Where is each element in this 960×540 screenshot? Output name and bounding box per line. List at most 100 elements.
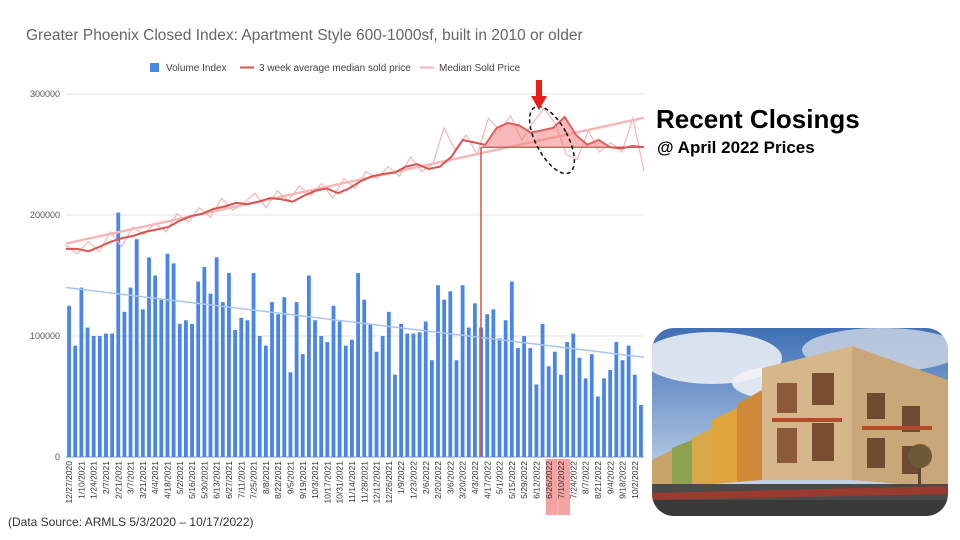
volume-bar	[368, 323, 373, 457]
volume-bar	[423, 321, 428, 457]
volume-bar	[116, 212, 121, 457]
volume-bar	[374, 351, 379, 457]
x-tick-label: 7/10/2022	[556, 461, 566, 499]
volume-bar	[245, 320, 250, 457]
volume-bar	[356, 273, 360, 457]
volume-bar	[565, 342, 570, 457]
x-tick-label: 1/23/2022	[408, 461, 418, 499]
volume-bar	[466, 327, 471, 457]
y-tick-label: 0	[55, 452, 60, 462]
volume-bar	[91, 336, 96, 457]
volume-bar	[67, 305, 71, 457]
volume-bar	[497, 338, 502, 457]
volume-bar	[552, 351, 557, 457]
down-arrow-icon	[531, 96, 547, 110]
volume-bar	[134, 239, 139, 457]
volume-bar	[534, 384, 539, 457]
volume-bar	[233, 329, 238, 457]
x-tick-label: 1/10/2021	[76, 461, 86, 499]
volume-bar	[140, 309, 145, 457]
volume-bar	[153, 275, 158, 457]
x-tick-label: 10/17/2021	[322, 461, 332, 504]
annotation-overlay	[480, 80, 644, 457]
volume-bar	[257, 336, 262, 457]
x-tick-label: 8/22/2021	[273, 461, 283, 499]
volume-bar	[214, 257, 219, 457]
volume-bar	[393, 374, 397, 457]
volume-bar	[417, 332, 422, 457]
volume-bar	[411, 333, 416, 457]
x-tick-label: 2/6/2022	[421, 461, 431, 494]
x-tick-label: 9/4/2022	[605, 461, 615, 494]
x-tick-label: 4/18/2021	[163, 461, 173, 499]
volume-bar	[559, 374, 563, 457]
volume-bar	[503, 320, 508, 457]
x-tick-label: 4/3/2022	[470, 461, 480, 494]
x-tick-label: 8/8/2021	[261, 461, 271, 494]
x-tick-label: 1/9/2022	[396, 461, 406, 494]
volume-bar	[85, 327, 90, 457]
volume-bar	[300, 354, 305, 457]
volume-trendline	[65, 286, 645, 358]
volume-bar	[263, 345, 268, 457]
volume-bar	[282, 297, 287, 457]
volume-bar	[288, 372, 293, 457]
volume-bar	[405, 333, 410, 457]
volume-bar	[491, 309, 496, 457]
volume-bar	[220, 302, 225, 457]
volume-bar	[122, 311, 127, 457]
x-tick-label: 2/21/2021	[113, 461, 123, 499]
x-tick-label: 3/21/2021	[138, 461, 148, 499]
volume-bar	[626, 345, 631, 457]
x-axis: 12/27/2020 1/10/2021 1/24/2021 2/7/2021 2/21…	[64, 459, 640, 515]
x-tick-label: 7/25/2021	[249, 461, 259, 499]
volume-bar	[190, 323, 194, 457]
legend-label-avg-price: 3 week average median sold price	[259, 63, 411, 74]
volume-bar	[325, 342, 330, 457]
headline: Recent Closings	[656, 104, 860, 134]
volume-bar	[399, 323, 404, 457]
volume-bar	[528, 348, 533, 457]
x-tick-label: 4/17/2022	[482, 461, 492, 499]
apartment-building-photo	[652, 328, 948, 516]
x-tick-label: 12/12/2021	[372, 461, 382, 504]
chart-title: Greater Phoenix Closed Index: Apartment …	[26, 27, 583, 44]
volume-bar	[589, 354, 594, 457]
volume-bar	[79, 287, 84, 457]
volume-bar	[159, 299, 164, 457]
volume-bar	[639, 404, 643, 457]
volume-bar	[546, 366, 551, 457]
volume-bar	[196, 281, 201, 457]
volume-bar	[147, 257, 151, 457]
x-tick-label: 10/2/2022	[630, 461, 640, 499]
x-tick-label: 5/1/2022	[495, 461, 505, 494]
volume-bar	[183, 320, 188, 457]
recent-closings-area	[481, 117, 644, 148]
x-tick-label: 3/6/2022	[445, 461, 455, 494]
y-axis: 0 100000 200000 300000	[30, 89, 60, 462]
x-tick-label: 6/12/2022	[531, 461, 541, 499]
x-tick-label: 6/13/2021	[212, 461, 222, 499]
volume-bar	[540, 323, 545, 457]
legend-label-median-price: Median Sold Price	[439, 63, 521, 74]
legend-swatch-volume-index	[150, 63, 159, 72]
x-tick-label: 9/18/2022	[618, 461, 628, 499]
x-tick-label: 6/26/2022	[544, 461, 554, 499]
x-tick-highlight	[558, 459, 571, 515]
x-tick-label: 9/5/2021	[286, 461, 296, 494]
subheadline: @ April 2022 Prices	[657, 138, 815, 157]
x-tick-label: 3/7/2021	[126, 461, 136, 494]
x-tick-label: 1/24/2021	[89, 461, 99, 499]
volume-bar	[571, 333, 576, 457]
x-tick-label: 7/11/2021	[236, 461, 246, 498]
trend-lines	[65, 116, 645, 358]
x-tick-label: 5/15/2022	[507, 461, 517, 499]
x-tick-label: 5/16/2021	[187, 461, 197, 499]
legend: Volume Index 3 week average median sold …	[150, 63, 521, 74]
volume-bars	[67, 212, 643, 457]
x-tick-label: 7/24/2022	[568, 461, 578, 499]
x-tick-highlight	[545, 459, 558, 515]
volume-bar	[128, 287, 133, 457]
volume-bar	[171, 263, 176, 457]
x-tick-label: 8/21/2022	[593, 461, 603, 499]
